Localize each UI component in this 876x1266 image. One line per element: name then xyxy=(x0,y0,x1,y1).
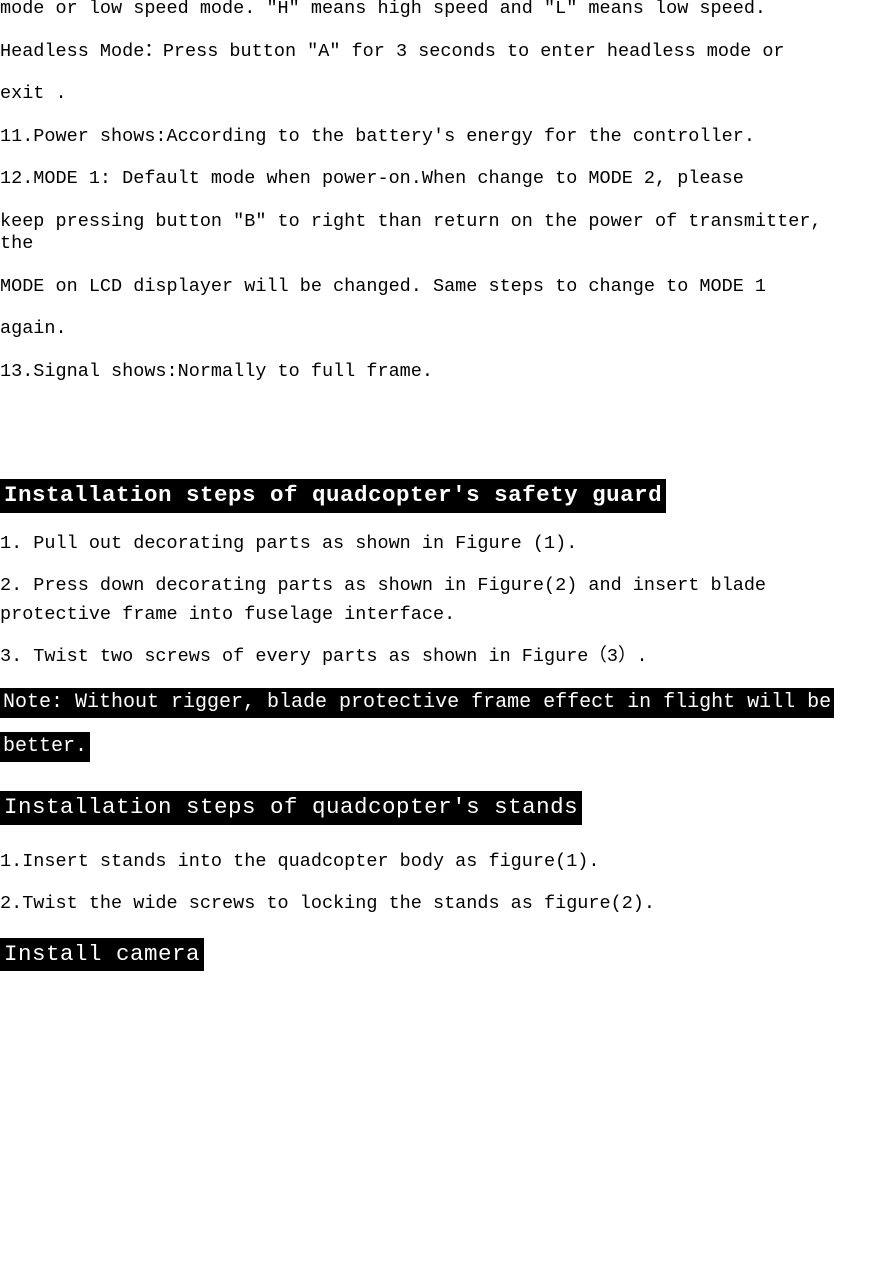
text-line: MODE on LCD displayer will be changed. S… xyxy=(0,278,870,297)
section-heading: Installation steps of quadcopter's stand… xyxy=(0,791,582,825)
intro-block: mode or low speed mode. "H" means high s… xyxy=(0,0,870,381)
section-heading: Install camera xyxy=(0,938,204,972)
step-line: 2. Press down decorating parts as shown … xyxy=(0,577,870,596)
text-line: the xyxy=(0,235,870,254)
text-line: 11.Power shows:According to the battery'… xyxy=(0,128,870,147)
section-stands: Installation steps of quadcopter's stand… xyxy=(0,791,870,914)
step-line: 1.Insert stands into the quadcopter body… xyxy=(0,853,870,872)
spacer xyxy=(0,825,870,853)
note-text: Note: Without rigger, blade protective f… xyxy=(0,688,834,762)
step-line: protective frame into fuselage interface… xyxy=(0,606,870,625)
section-heading: Installation steps of quadcopter's safet… xyxy=(0,479,666,513)
section-safety-guard: Installation steps of quadcopter's safet… xyxy=(0,479,870,769)
step-line: 3. Twist two screws of every parts as sh… xyxy=(0,648,870,667)
text-line: Headless Mode：Press button "A" for 3 sec… xyxy=(0,43,870,62)
note-block: Note: Without rigger, blade protective f… xyxy=(0,681,870,770)
text-line: exit . xyxy=(0,85,870,104)
text-line: keep pressing button "B" to right than r… xyxy=(0,213,870,232)
section-camera: Install camera xyxy=(0,938,870,972)
text-line: 13.Signal shows:Normally to full frame. xyxy=(0,363,870,382)
document-page: mode or low speed mode. "H" means high s… xyxy=(0,0,876,971)
text-line: mode or low speed mode. "H" means high s… xyxy=(0,0,870,19)
spacer xyxy=(0,405,870,479)
step-line: 1. Pull out decorating parts as shown in… xyxy=(0,535,870,554)
text-line: 12.MODE 1: Default mode when power-on.Wh… xyxy=(0,170,870,189)
text-line: again. xyxy=(0,320,870,339)
spacer xyxy=(0,513,870,535)
step-line: 2.Twist the wide screws to locking the s… xyxy=(0,895,870,914)
